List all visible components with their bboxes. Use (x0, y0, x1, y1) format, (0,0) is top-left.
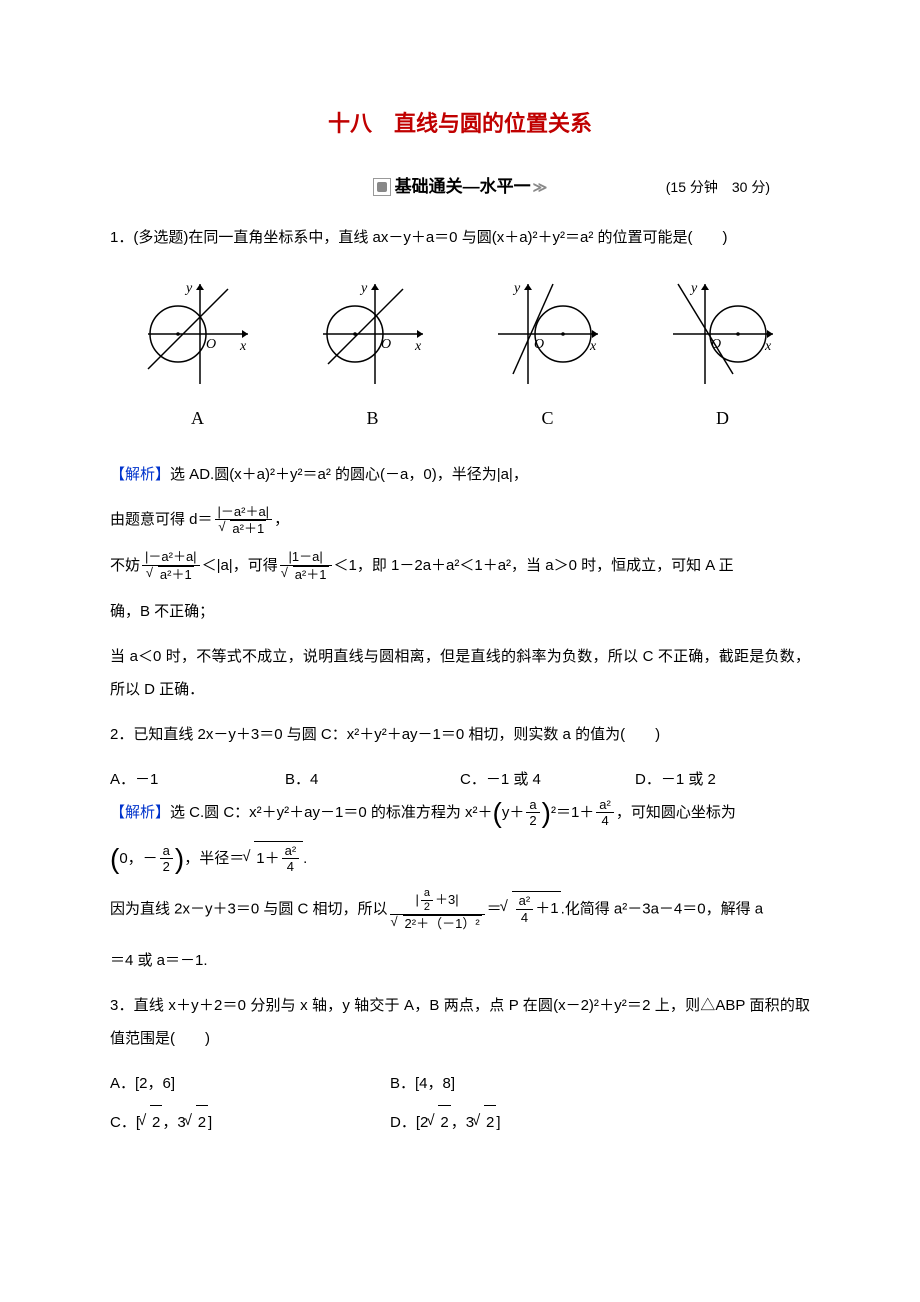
svg-text:O: O (206, 337, 216, 352)
svg-text:y: y (359, 281, 368, 296)
q1-ans-l1: 选 AD.圆(x＋a)²＋y²＝a² 的圆心(－a，0)，半径为|a|， (170, 466, 528, 483)
q2-l1-f2-num: a² (596, 797, 614, 814)
svg-text:y: y (512, 281, 521, 296)
q1-ans-l3-mid1: ＜|a|，可得 (202, 557, 278, 574)
q3-opt-a: A．[2，6] (110, 1067, 390, 1100)
q1-l3-f1-num: |－a²＋a| (142, 549, 200, 566)
q3-d-mid: ，3 (451, 1114, 474, 1131)
q1-l2-num: |－a²＋a| (215, 504, 273, 521)
q3-options-row2: C．[2，32] D．[22，32] (110, 1105, 810, 1139)
q3-d-v2: 2 (484, 1105, 496, 1139)
q1-stem: 1．(多选题)在同一直角坐标系中，直线 ax－y＋a＝0 与圆(x＋a)²＋y²… (110, 221, 810, 254)
q1-diagrams: O x y A O x y B O x (110, 274, 810, 439)
q2-l3-fR-den: 4 (516, 910, 534, 926)
q3-c-post: ] (208, 1114, 212, 1131)
section-time: (15 分钟 30 分) (666, 172, 770, 203)
q2-l3-fR-num: a² (516, 893, 534, 910)
q2-ans-l1-inner: y＋ (502, 804, 525, 821)
q2-answer-l1: 【解析】选 C.圆 C：x²＋y²＋ay－1＝0 的标准方程为 x²＋(y＋a2… (110, 796, 810, 829)
q2-ans-l1-post: ，可知圆心坐标为 (616, 804, 736, 821)
q2-options: A．－1 B．4 C．－1 或 4 D．－1 或 2 (110, 763, 810, 796)
q2-opt-b: B．4 (285, 763, 460, 796)
q2-answer-l3: 因为直线 2x－y＋3＝0 与圆 C 相切，所以|a2＋3|2²＋（－1）²＝a… (110, 887, 810, 932)
q2-l2-f1-num: a (160, 843, 173, 860)
q2-opt-d: D．－1 或 2 (635, 763, 810, 796)
section-label: 基础通关—水平一 ≫ (373, 168, 548, 205)
q2-l2-f2-den: 4 (282, 859, 300, 875)
section-label-text: 基础通关—水平一 (395, 168, 531, 205)
q3-d-pre: D．[2 (390, 1114, 428, 1131)
q1-answer-l1: 【解析】选 AD.圆(x＋a)²＋y²＝a² 的圆心(－a，0)，半径为|a|， (110, 458, 810, 491)
q3-c-v2: 2 (196, 1105, 208, 1139)
q2-l1-f1-den: 2 (526, 813, 539, 829)
page-title: 十八 直线与圆的位置关系 (110, 100, 810, 148)
q2-l3-fR-post: ＋1 (535, 900, 558, 917)
q2-l3-fLn-num: a (421, 887, 433, 901)
q3-d-post: ] (496, 1114, 500, 1131)
arrow-icon: ≫ (533, 172, 548, 203)
q1-answer-l2: 由题意可得 d＝|－a²＋a|a²＋1 ， (110, 503, 810, 537)
svg-text:x: x (764, 339, 772, 354)
svg-text:O: O (534, 337, 544, 352)
q1-l3-f2-den: a²＋1 (293, 566, 329, 583)
q2-l2-f2-num: a² (282, 843, 300, 860)
diagram-A: O x y A (138, 274, 258, 439)
q2-l3-fL-den: 2²＋（－1）² (403, 915, 482, 932)
q1-answer-l3-tail: 确，B 不正确； (110, 595, 810, 628)
svg-text:x: x (239, 339, 247, 354)
svg-text:y: y (184, 281, 193, 296)
q2-stem: 2．已知直线 2x－y＋3＝0 与圆 C：x²＋y²＋ay－1＝0 相切，则实数… (110, 718, 810, 751)
q1-ans-l3-mid2: ＜1，即 1－2a＋a²＜1＋a²，当 a＞0 时，恒成立，可知 A 正 (334, 557, 734, 574)
q2-opt-c: C．－1 或 4 (460, 763, 635, 796)
svg-text:x: x (414, 339, 422, 354)
q1-stem-text: 1．(多选题)在同一直角坐标系中，直线 ax－y＋a＝0 与圆(x＋a)²＋y²… (110, 229, 693, 246)
answer-label: 【解析】 (110, 804, 170, 821)
q2-ans-l2-mid: ，半径＝ (184, 850, 244, 867)
section-header: 基础通关—水平一 ≫ (15 分钟 30 分) (110, 168, 810, 205)
q3-options-row1: A．[2，6] B．[4，8] (110, 1067, 810, 1100)
q2-l3-fLn-den: 2 (421, 901, 433, 914)
diagram-D: O x y D (663, 274, 783, 439)
q2-ans-l2-pre: 0，－ (119, 850, 157, 867)
q3-c-mid: ，3 (162, 1114, 185, 1131)
q3-opt-d: D．[22，32] (390, 1105, 810, 1139)
q2-l1-f2-den: 4 (596, 813, 614, 829)
q1-l2-den: a²＋1 (230, 520, 266, 537)
q1-stem-suffix: ) (723, 229, 728, 246)
q2-l2-f1-den: 2 (160, 859, 173, 875)
q1-answer-l4: 当 a＜0 时，不等式不成立，说明直线与圆相离，但是直线的斜率为负数，所以 C … (110, 640, 810, 706)
diagram-C: O x y C (488, 274, 608, 439)
q1-answer-l3: 不妨|－a²＋a|a²＋1＜|a|，可得|1－a|a²＋1＜1，即 1－2a＋a… (110, 549, 810, 583)
q1-l3-f2-num: |1－a| (280, 549, 332, 566)
q2-ans-l2-post: . (303, 850, 307, 867)
q2-ans-l1-pre: 选 C.圆 C：x²＋y²＋ay－1＝0 的标准方程为 x²＋ (170, 804, 493, 821)
q3-c-pre: C．[ (110, 1114, 140, 1131)
q2-opt-a: A．－1 (110, 763, 285, 796)
q1-ans-l3-pre: 不妨 (110, 557, 140, 574)
q3-opt-b: B．[4，8] (390, 1067, 810, 1100)
q3-opt-c: C．[2，32] (110, 1105, 390, 1139)
q2-l3-fLn-post: ＋3 (435, 892, 455, 907)
q2-ans-l3-pre: 因为直线 2x－y＋3＝0 与圆 C 相切，所以 (110, 900, 388, 917)
q3-c-v1: 2 (150, 1105, 162, 1139)
q2-ans-l3-tail: .化简得 a²－3a－4＝0，解得 a (561, 900, 764, 917)
q2-answer-l2: (0，－a2)，半径＝1＋a²4. (110, 841, 810, 875)
svg-text:O: O (711, 337, 721, 352)
q1-ans-l2-pre: 由题意可得 d＝ (110, 511, 213, 528)
svg-text:x: x (589, 339, 597, 354)
svg-text:y: y (689, 281, 698, 296)
answer-label: 【解析】 (110, 466, 170, 483)
diagram-B: O x y B (313, 274, 433, 439)
svg-text:O: O (381, 337, 391, 352)
q2-answer-l3-tail2: ＝4 或 a＝－1. (110, 944, 810, 977)
q2-ans-l1-mid: ²＝1＋ (551, 804, 594, 821)
q2-l2-sqrt-pre: 1＋ (256, 850, 279, 867)
q3-stem: 3．直线 x＋y＋2＝0 分别与 x 轴，y 轴交于 A，B 两点，点 P 在圆… (110, 989, 810, 1055)
q2-l1-f1-num: a (526, 797, 539, 814)
q1-ans-l2-post: ， (274, 511, 289, 528)
q1-l3-f1-den: a²＋1 (158, 566, 194, 583)
q3-d-v1: 2 (438, 1105, 450, 1139)
section-icon (373, 178, 391, 196)
